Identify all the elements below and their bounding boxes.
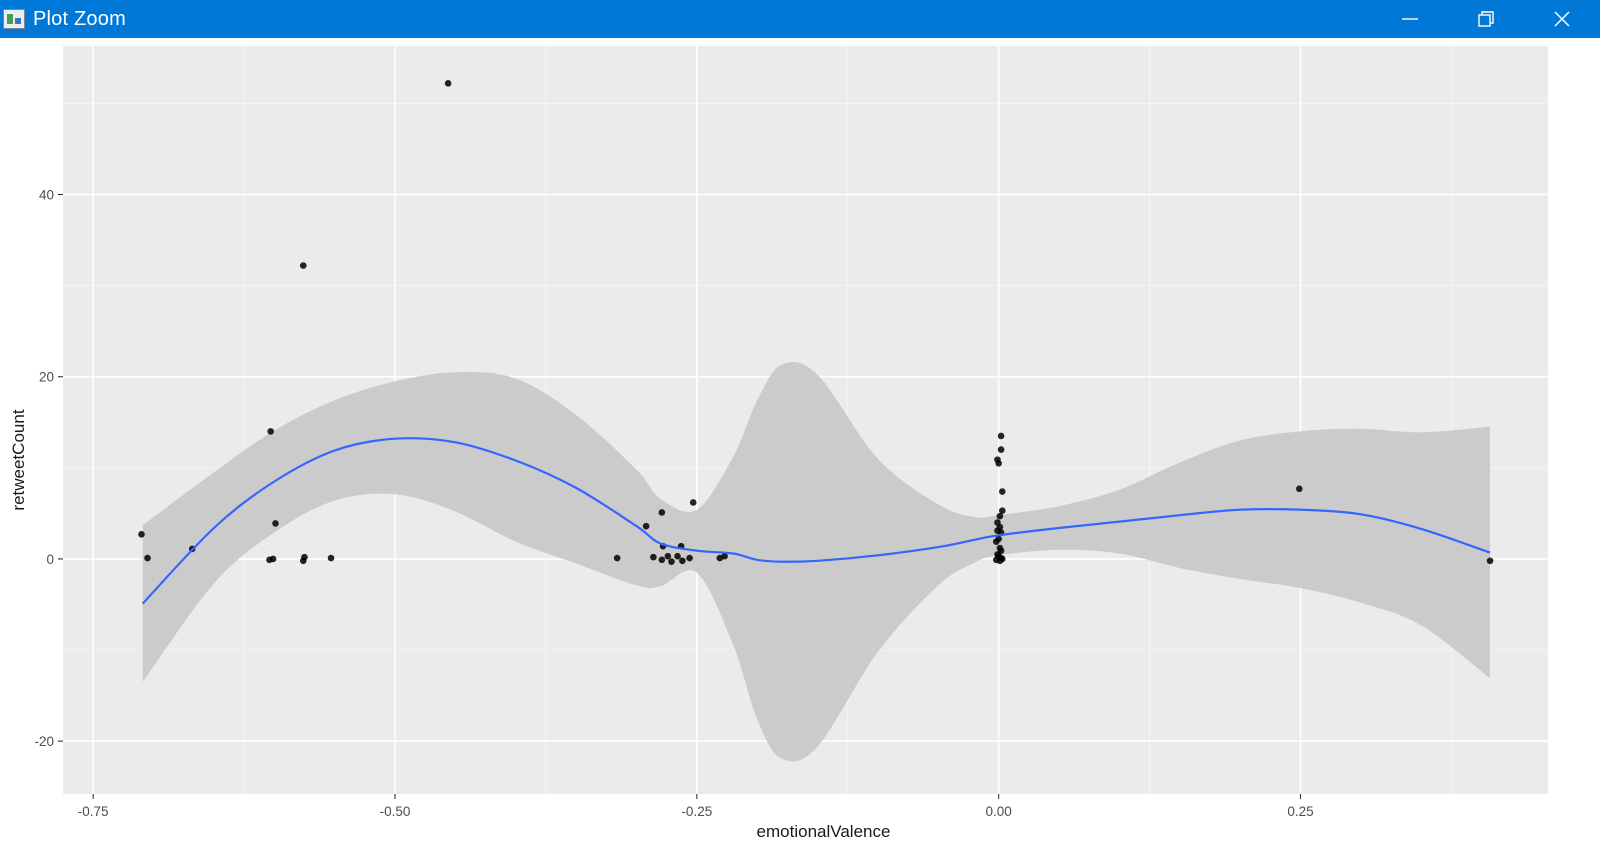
data-point (668, 558, 675, 565)
data-point (995, 459, 1002, 467)
data-point (998, 555, 1006, 563)
minimize-button[interactable] (1372, 0, 1448, 38)
data-point (674, 552, 681, 560)
x-axis-label: emotionalValence (757, 822, 891, 841)
data-point (1295, 485, 1303, 493)
restore-icon (1478, 11, 1494, 27)
data-point (997, 446, 1005, 453)
scatter-chart: -0.75 -0.50 -0.25 0.00 0.25 -20 0 20 40 emotion… (9, 46, 1548, 841)
data-point (444, 80, 452, 87)
window-title: Plot Zoom (33, 7, 126, 30)
data-point (144, 554, 151, 562)
data-point (686, 554, 693, 562)
data-point (721, 552, 728, 560)
data-point (650, 553, 657, 561)
data-point (658, 509, 666, 516)
data-point (299, 262, 307, 269)
data-point (998, 507, 1006, 514)
x-tick-label: -0.75 (78, 804, 109, 819)
data-point (658, 556, 666, 564)
x-tick-label: -0.50 (380, 804, 411, 819)
y-tick-label: -20 (34, 734, 54, 749)
data-point (679, 557, 686, 565)
data-point (299, 557, 307, 565)
x-axis: -0.75 -0.50 -0.25 0.00 0.25 (78, 794, 1314, 819)
close-icon (1554, 11, 1570, 27)
data-point (138, 531, 145, 538)
data-point (998, 488, 1006, 495)
data-point (613, 554, 621, 562)
data-point (992, 538, 1000, 545)
x-tick-label: -0.25 (681, 804, 712, 819)
close-button[interactable] (1524, 0, 1600, 38)
x-tick-label: 0.25 (1287, 804, 1313, 819)
y-tick-label: 0 (46, 552, 54, 567)
data-point (272, 520, 279, 527)
data-point (1486, 557, 1494, 565)
data-point (689, 499, 697, 506)
data-point (269, 555, 277, 563)
smooth-line (141, 437, 1491, 605)
data-point (642, 522, 650, 530)
data-point (664, 552, 672, 560)
y-tick-label: 20 (39, 370, 54, 385)
plot-area: -0.75 -0.50 -0.25 0.00 0.25 -20 0 20 40 emotion… (0, 38, 1600, 862)
title-bar: Plot Zoom (0, 0, 1600, 38)
minimize-icon (1402, 18, 1418, 20)
y-tick-label: 40 (39, 188, 54, 203)
data-point (997, 432, 1005, 440)
window-controls (1372, 0, 1600, 38)
x-tick-label: 0.00 (986, 804, 1012, 819)
data-point (996, 512, 1004, 520)
y-axis: -20 0 20 40 (34, 188, 63, 749)
data-point (327, 554, 335, 562)
data-points (138, 80, 1494, 565)
data-point (267, 428, 274, 435)
y-axis-label: retweetCount (9, 409, 28, 510)
plot-zoom-app-icon (3, 9, 25, 29)
maximize-button[interactable] (1448, 0, 1524, 38)
